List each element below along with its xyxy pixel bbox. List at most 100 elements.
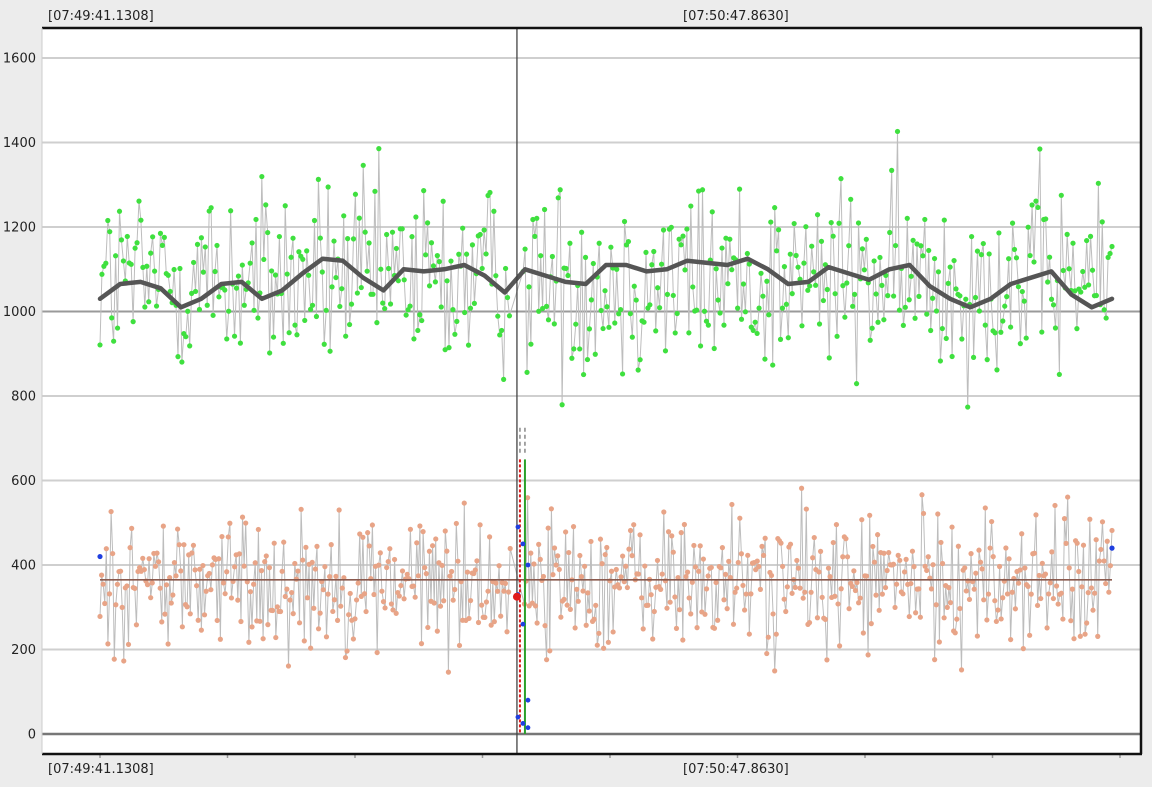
data-point — [1020, 646, 1026, 652]
data-point — [202, 244, 208, 250]
data-point — [461, 500, 467, 506]
time-labels: [07:49:41.1308] [07:50:47.8630] [07:49:4… — [48, 9, 789, 777]
data-point — [937, 358, 944, 364]
data-point — [840, 554, 846, 560]
data-point — [969, 233, 975, 240]
blue-point — [525, 562, 531, 568]
data-point — [756, 563, 762, 570]
data-point — [688, 611, 694, 617]
data-point — [363, 608, 369, 615]
data-point — [848, 196, 854, 202]
data-point — [819, 594, 825, 600]
data-point — [321, 341, 327, 347]
data-point — [287, 597, 293, 603]
data-point — [270, 607, 276, 614]
data-point — [216, 294, 222, 300]
data-point — [828, 219, 834, 226]
data-point — [1013, 255, 1020, 261]
data-point — [454, 318, 460, 324]
data-point — [943, 335, 949, 342]
data-point — [311, 605, 317, 611]
data-point — [932, 656, 938, 663]
data-point — [1095, 633, 1101, 639]
data-point — [779, 563, 786, 570]
data-point — [1072, 288, 1078, 294]
data-point — [916, 586, 922, 592]
data-point — [444, 278, 450, 284]
data-point — [474, 558, 480, 564]
data-point — [274, 604, 280, 610]
data-point — [534, 215, 540, 221]
data-point — [773, 631, 779, 637]
data-point — [434, 628, 440, 634]
data-point — [187, 611, 193, 617]
data-point — [604, 304, 610, 310]
data-point — [292, 322, 298, 328]
data-point — [103, 260, 109, 266]
data-point — [574, 586, 580, 592]
data-point — [311, 217, 318, 224]
data-point — [670, 292, 676, 299]
data-point — [506, 589, 512, 595]
data-point — [366, 240, 372, 246]
data-point — [586, 608, 592, 614]
data-point — [1031, 550, 1037, 556]
data-point — [165, 272, 171, 278]
data-point — [1025, 583, 1031, 590]
data-point — [856, 600, 862, 606]
data-point — [598, 307, 604, 314]
data-point — [690, 284, 696, 290]
data-point — [231, 333, 238, 339]
data-point — [750, 327, 756, 333]
data-point — [970, 354, 977, 360]
data-point — [852, 291, 858, 297]
data-point — [372, 188, 378, 194]
connector-line — [99, 131, 1113, 408]
data-point — [906, 613, 912, 620]
data-point — [729, 501, 735, 508]
cursor-overlay[interactable] — [97, 28, 1115, 754]
y-axis-ticks: 0 200 400 600 800 1000 1200 1400 1600 — [3, 52, 36, 743]
data-point — [1039, 560, 1045, 566]
data-point — [1019, 288, 1025, 295]
data-point — [317, 235, 323, 241]
data-point — [982, 322, 988, 328]
data-point — [152, 563, 159, 569]
data-point — [642, 563, 648, 569]
data-point — [591, 616, 597, 622]
data-point — [551, 545, 558, 551]
data-point — [857, 595, 863, 601]
data-point — [330, 608, 336, 615]
data-point — [1084, 620, 1090, 626]
data-point — [764, 278, 770, 284]
data-point — [703, 586, 710, 592]
data-point — [241, 302, 247, 308]
data-point — [1087, 516, 1093, 522]
data-point — [467, 597, 474, 604]
data-point — [487, 189, 493, 196]
data-point — [360, 534, 366, 540]
data-point — [401, 596, 407, 602]
data-point — [949, 353, 955, 360]
data-point — [770, 362, 776, 368]
data-point — [105, 641, 111, 647]
data-point — [745, 552, 751, 558]
data-point — [859, 517, 865, 523]
data-point — [282, 593, 288, 600]
data-point — [588, 297, 594, 303]
data-point — [333, 274, 339, 281]
data-point — [1084, 237, 1090, 244]
data-point — [246, 639, 252, 645]
data-point — [189, 550, 195, 556]
data-point — [419, 317, 425, 324]
data-point — [249, 624, 255, 630]
data-point — [121, 658, 127, 664]
data-point — [662, 578, 668, 584]
data-point — [142, 304, 148, 310]
data-point — [1074, 326, 1080, 332]
data-point — [347, 590, 353, 597]
data-point — [344, 648, 350, 654]
data-point — [1061, 516, 1068, 522]
data-point — [935, 511, 941, 517]
data-point — [721, 322, 727, 328]
